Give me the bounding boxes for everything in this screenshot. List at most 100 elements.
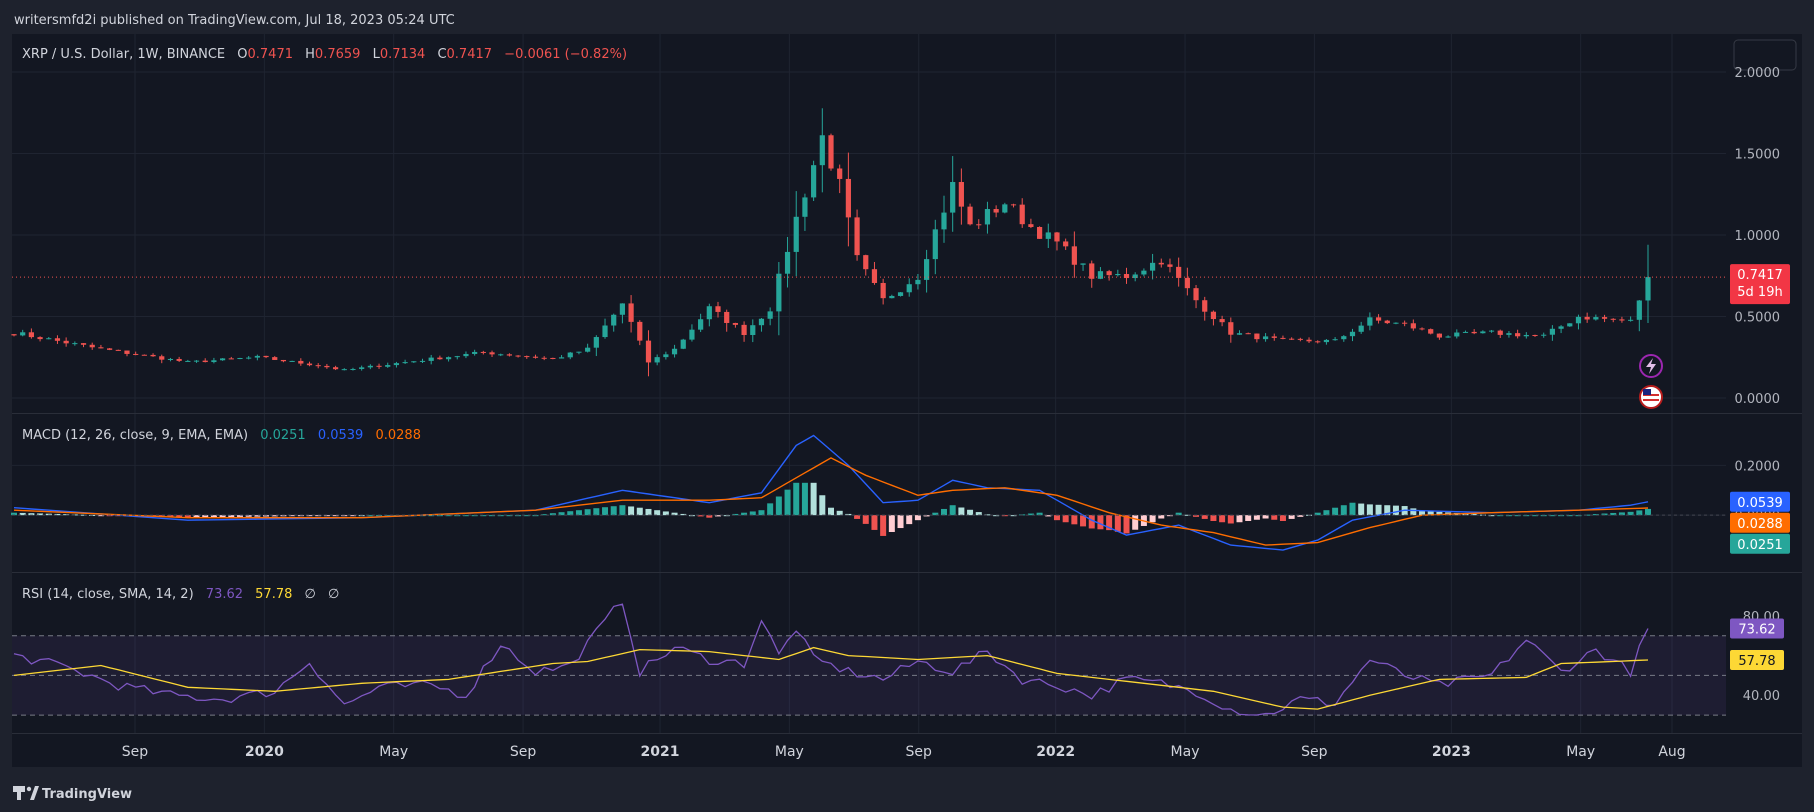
candle-body bbox=[263, 355, 269, 358]
macd-hist-bar bbox=[880, 515, 887, 536]
macd-hist-bar bbox=[602, 507, 609, 516]
candle-body bbox=[280, 359, 287, 362]
macd-hist-bar bbox=[862, 515, 869, 524]
macd-hist-bar bbox=[984, 514, 991, 516]
candle-body bbox=[1628, 319, 1634, 321]
candle-body bbox=[219, 358, 226, 361]
candle-body bbox=[1271, 336, 1277, 338]
macd-hist-bar bbox=[384, 515, 391, 517]
candle-body bbox=[1045, 232, 1051, 239]
macd-hist-bar bbox=[480, 515, 487, 517]
macd-hist-bar bbox=[332, 515, 339, 517]
candle-body bbox=[854, 217, 860, 256]
candle-body bbox=[1610, 318, 1616, 320]
candle-body bbox=[1332, 339, 1338, 341]
candle-body bbox=[1323, 339, 1330, 343]
macd-hist-bar bbox=[263, 515, 270, 517]
candle-body bbox=[1636, 300, 1642, 320]
macd-hist-bar bbox=[1210, 515, 1217, 521]
candle-body bbox=[1506, 333, 1512, 335]
candle-body bbox=[1158, 262, 1164, 265]
rsi-line bbox=[13, 603, 1649, 716]
candle-body bbox=[715, 306, 721, 312]
macd-hist-bar bbox=[888, 515, 895, 532]
macd-hist-bar bbox=[619, 505, 626, 516]
candle-body bbox=[1593, 317, 1599, 320]
chart-pane bbox=[12, 34, 1802, 767]
macd-hist-bar bbox=[1358, 503, 1365, 516]
macd-signal-value: 0.0288 bbox=[375, 428, 421, 443]
candle-body bbox=[1210, 311, 1217, 320]
macd-hist-bar bbox=[193, 515, 200, 518]
time-label: May bbox=[379, 744, 408, 760]
rsi-value-tags: 73.62 57.78 bbox=[1730, 618, 1784, 670]
candle-body bbox=[1184, 277, 1190, 289]
candle-body bbox=[654, 357, 660, 363]
macd-hist-bar bbox=[871, 515, 878, 530]
candle-body bbox=[254, 355, 260, 358]
candle-body bbox=[585, 347, 591, 352]
candlestick-series bbox=[11, 108, 1651, 377]
candle-body bbox=[541, 357, 547, 359]
candle-body bbox=[689, 329, 695, 340]
macd-hist-bar bbox=[523, 515, 530, 517]
macd-line-value: 0.0539 bbox=[318, 428, 364, 443]
candle-body bbox=[967, 206, 973, 225]
candle-body bbox=[1358, 325, 1364, 332]
macd-hist-bar bbox=[567, 511, 574, 516]
macd-hist-bar bbox=[645, 508, 652, 516]
macd-title: MACD (12, 26, close, 9, EMA, EMA) bbox=[22, 428, 248, 443]
candle-body bbox=[1445, 336, 1451, 338]
time-label: Sep bbox=[510, 744, 537, 760]
macd-hist-bar bbox=[715, 515, 722, 517]
macd-hist-bar bbox=[1618, 512, 1625, 516]
macd-hist-bar bbox=[741, 512, 748, 516]
macd-hist-bar bbox=[1036, 512, 1043, 516]
brand-text: TradingView bbox=[42, 787, 132, 802]
macd-hist-bar bbox=[1271, 515, 1278, 520]
candle-body bbox=[897, 292, 904, 296]
candle-body bbox=[611, 314, 617, 326]
time-label: May bbox=[775, 744, 804, 760]
macd-hist-bar bbox=[1158, 515, 1165, 519]
macd-hist-bar bbox=[1106, 515, 1113, 531]
macd-hist-bar bbox=[923, 515, 930, 517]
time-label: 2023 bbox=[1432, 744, 1471, 760]
macd-tick-label: 0.2000 bbox=[1735, 459, 1781, 474]
price-legend: XRP / U.S. Dollar, 1W, BINANCE O0.7471 H… bbox=[22, 47, 627, 62]
macd-hist-bar bbox=[462, 515, 469, 517]
candle-body bbox=[1019, 204, 1025, 225]
lightning-icon[interactable] bbox=[1639, 354, 1663, 378]
candle-body bbox=[506, 354, 513, 356]
candle-body bbox=[63, 340, 69, 344]
change-value: −0.0061 (−0.82%) bbox=[504, 47, 627, 62]
candle-body bbox=[924, 259, 930, 280]
tradingview-logo bbox=[13, 786, 39, 800]
candle-body bbox=[576, 351, 582, 353]
settings-box[interactable] bbox=[1733, 39, 1797, 71]
candle-body bbox=[428, 357, 434, 361]
candle-body bbox=[1471, 331, 1477, 334]
macd-hist-bar bbox=[1201, 515, 1208, 519]
candle-body bbox=[1106, 271, 1112, 276]
macd-hist-bar bbox=[28, 513, 35, 516]
candle-body bbox=[445, 357, 452, 360]
candle-body bbox=[1071, 246, 1077, 265]
candle-body bbox=[367, 365, 373, 368]
macd-hist-bar bbox=[210, 515, 217, 518]
time-label: May bbox=[1171, 744, 1200, 760]
rsi-empty-2: ∅ bbox=[328, 587, 339, 602]
macd-hist-bar bbox=[349, 515, 356, 517]
candle-body bbox=[1375, 317, 1382, 321]
countdown-text: 5d 19h bbox=[1737, 285, 1782, 300]
time-label: Aug bbox=[1658, 744, 1685, 760]
time-label: Sep bbox=[122, 744, 149, 760]
candle-body bbox=[332, 367, 339, 370]
us-flag-icon[interactable] bbox=[1639, 385, 1663, 409]
macd-hist-bar bbox=[11, 512, 17, 516]
time-label: Sep bbox=[906, 744, 933, 760]
candle-body bbox=[1002, 204, 1008, 213]
macd-hist-bar bbox=[219, 515, 226, 518]
candle-body bbox=[1080, 263, 1086, 265]
